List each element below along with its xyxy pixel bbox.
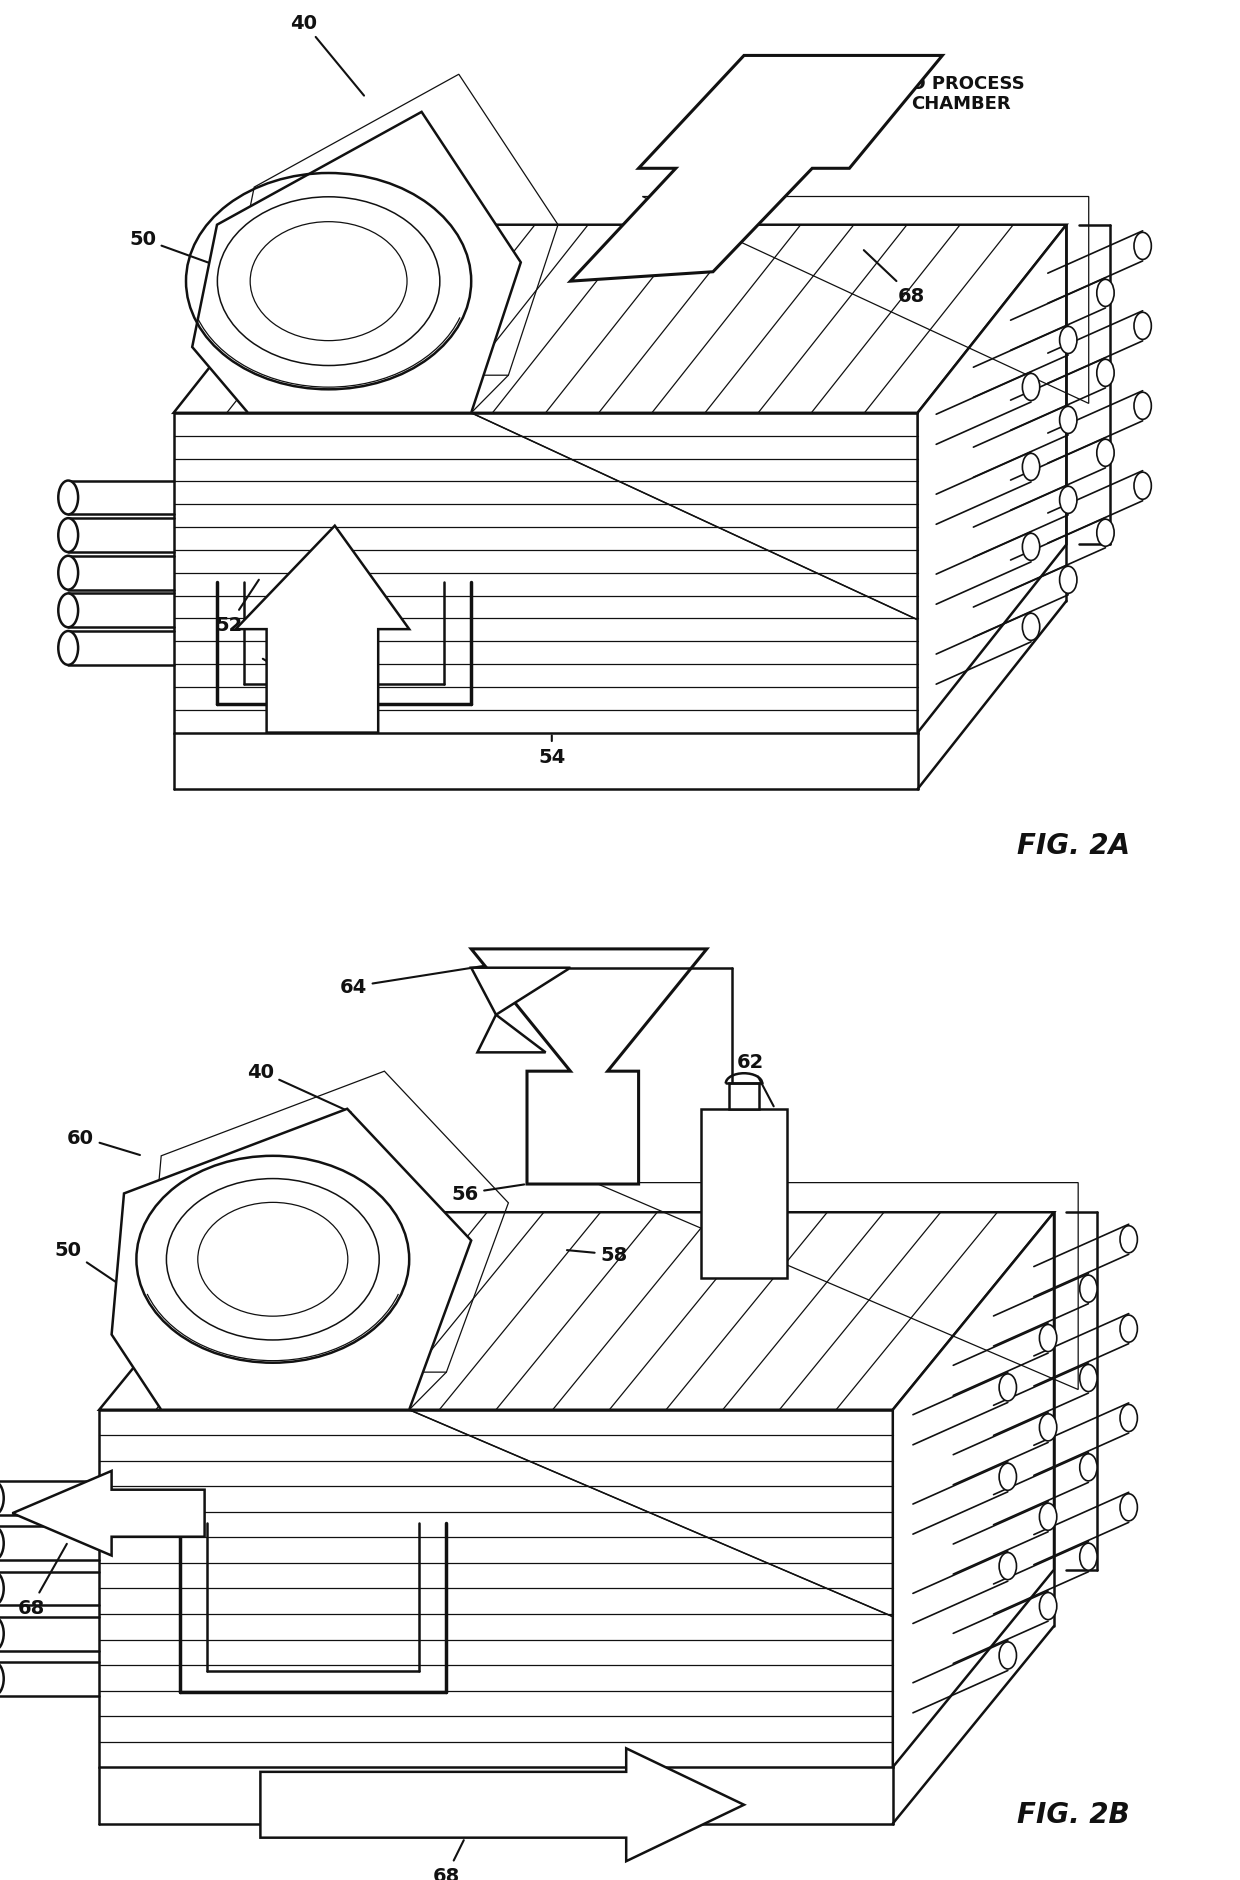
Ellipse shape — [1039, 1592, 1056, 1621]
Ellipse shape — [1039, 1414, 1056, 1442]
Ellipse shape — [1120, 1495, 1137, 1521]
Ellipse shape — [1120, 1226, 1137, 1254]
Polygon shape — [174, 226, 1066, 414]
Ellipse shape — [0, 1527, 4, 1560]
Text: 62: 62 — [737, 1053, 774, 1107]
Ellipse shape — [0, 1662, 4, 1696]
Text: 52: 52 — [216, 581, 259, 635]
Polygon shape — [260, 1748, 744, 1861]
Ellipse shape — [58, 594, 78, 628]
Polygon shape — [893, 1213, 1054, 1767]
Text: 50: 50 — [55, 1241, 122, 1286]
Ellipse shape — [1080, 1365, 1097, 1391]
Ellipse shape — [58, 556, 78, 590]
Text: 54: 54 — [538, 735, 565, 767]
Ellipse shape — [1080, 1275, 1097, 1303]
Text: 60: 60 — [67, 1128, 140, 1156]
Ellipse shape — [0, 1617, 4, 1651]
Polygon shape — [236, 526, 409, 733]
Polygon shape — [99, 1410, 893, 1767]
Ellipse shape — [1059, 568, 1076, 594]
Ellipse shape — [58, 632, 78, 666]
Polygon shape — [477, 1015, 546, 1053]
Polygon shape — [918, 226, 1066, 733]
Polygon shape — [112, 1109, 471, 1410]
Ellipse shape — [1096, 521, 1115, 547]
Text: 56: 56 — [451, 1184, 525, 1203]
Ellipse shape — [1022, 615, 1039, 641]
Ellipse shape — [1080, 1543, 1097, 1570]
Ellipse shape — [0, 1481, 4, 1515]
Polygon shape — [471, 949, 707, 1184]
Ellipse shape — [1096, 280, 1115, 306]
Text: TO PROCESS
CHAMBER: TO PROCESS CHAMBER — [898, 75, 1024, 113]
Polygon shape — [192, 113, 521, 414]
Text: FIG. 2A: FIG. 2A — [1017, 833, 1130, 859]
Ellipse shape — [1080, 1453, 1097, 1481]
Bar — [729, 1083, 759, 1109]
Ellipse shape — [999, 1553, 1017, 1579]
Polygon shape — [570, 56, 942, 282]
Text: 68: 68 — [864, 252, 925, 306]
Text: 50: 50 — [129, 229, 270, 286]
Ellipse shape — [0, 1572, 4, 1606]
Text: 58: 58 — [567, 1245, 627, 1265]
Text: FIG. 2B: FIG. 2B — [1017, 1801, 1130, 1827]
Ellipse shape — [1133, 474, 1152, 500]
Ellipse shape — [999, 1374, 1017, 1401]
Text: 64: 64 — [340, 964, 500, 996]
Ellipse shape — [1096, 440, 1115, 466]
Ellipse shape — [58, 519, 78, 553]
Ellipse shape — [1039, 1325, 1056, 1352]
Ellipse shape — [1120, 1316, 1137, 1342]
Ellipse shape — [1039, 1504, 1056, 1530]
Polygon shape — [99, 1213, 1054, 1410]
Ellipse shape — [1022, 534, 1039, 560]
Ellipse shape — [999, 1463, 1017, 1491]
Ellipse shape — [1059, 327, 1076, 353]
Ellipse shape — [1059, 487, 1076, 513]
Ellipse shape — [1096, 361, 1115, 387]
Bar — [701, 1109, 787, 1278]
Ellipse shape — [1133, 233, 1152, 259]
Polygon shape — [174, 414, 918, 733]
Ellipse shape — [1120, 1404, 1137, 1433]
Polygon shape — [471, 968, 570, 1015]
Text: 40: 40 — [290, 13, 365, 96]
Ellipse shape — [1133, 393, 1152, 419]
Ellipse shape — [58, 481, 78, 515]
Ellipse shape — [1059, 408, 1076, 434]
Text: 68: 68 — [17, 1543, 67, 1617]
Polygon shape — [12, 1470, 205, 1557]
Ellipse shape — [999, 1641, 1017, 1669]
Text: 40: 40 — [247, 1062, 351, 1113]
Text: 24: 24 — [263, 660, 330, 701]
Ellipse shape — [1133, 314, 1152, 340]
Ellipse shape — [1022, 374, 1039, 400]
Text: 68: 68 — [433, 1841, 464, 1880]
Ellipse shape — [1022, 455, 1039, 481]
